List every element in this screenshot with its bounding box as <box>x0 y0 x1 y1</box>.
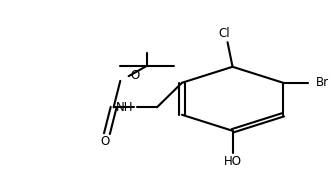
Text: Cl: Cl <box>218 27 230 40</box>
Text: NH: NH <box>116 101 134 114</box>
Text: O: O <box>130 69 140 82</box>
Text: Br: Br <box>316 76 329 89</box>
Text: O: O <box>100 135 110 148</box>
Text: HO: HO <box>223 155 242 168</box>
